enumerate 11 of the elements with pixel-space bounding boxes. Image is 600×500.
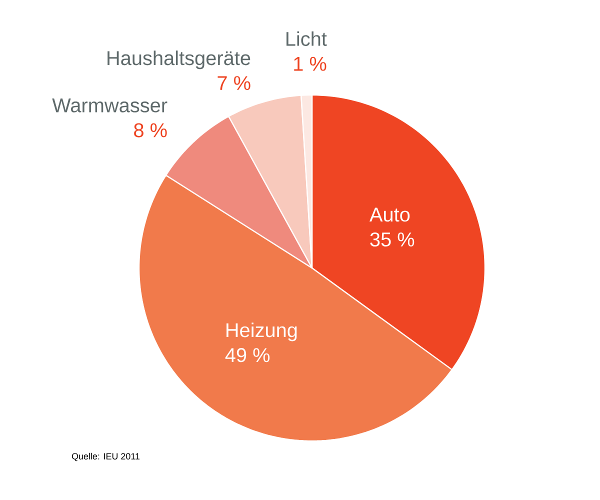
data-label: 8 %: [134, 123, 167, 138]
slice-label: Warmwasser: [52, 98, 168, 112]
data-label: 7 %: [218, 76, 250, 90]
data-label: 49 %: [225, 348, 270, 362]
data-label: 35 %: [370, 232, 414, 247]
slice-label: Haushaltsgeräte: [108, 50, 250, 70]
source-note: Quelle: IEU 2011: [72, 452, 140, 462]
slice-label: Licht: [286, 31, 327, 46]
data-label: 1 %: [294, 56, 326, 71]
slice-label: Heizung: [226, 322, 297, 342]
slice-label: Auto: [369, 208, 410, 222]
